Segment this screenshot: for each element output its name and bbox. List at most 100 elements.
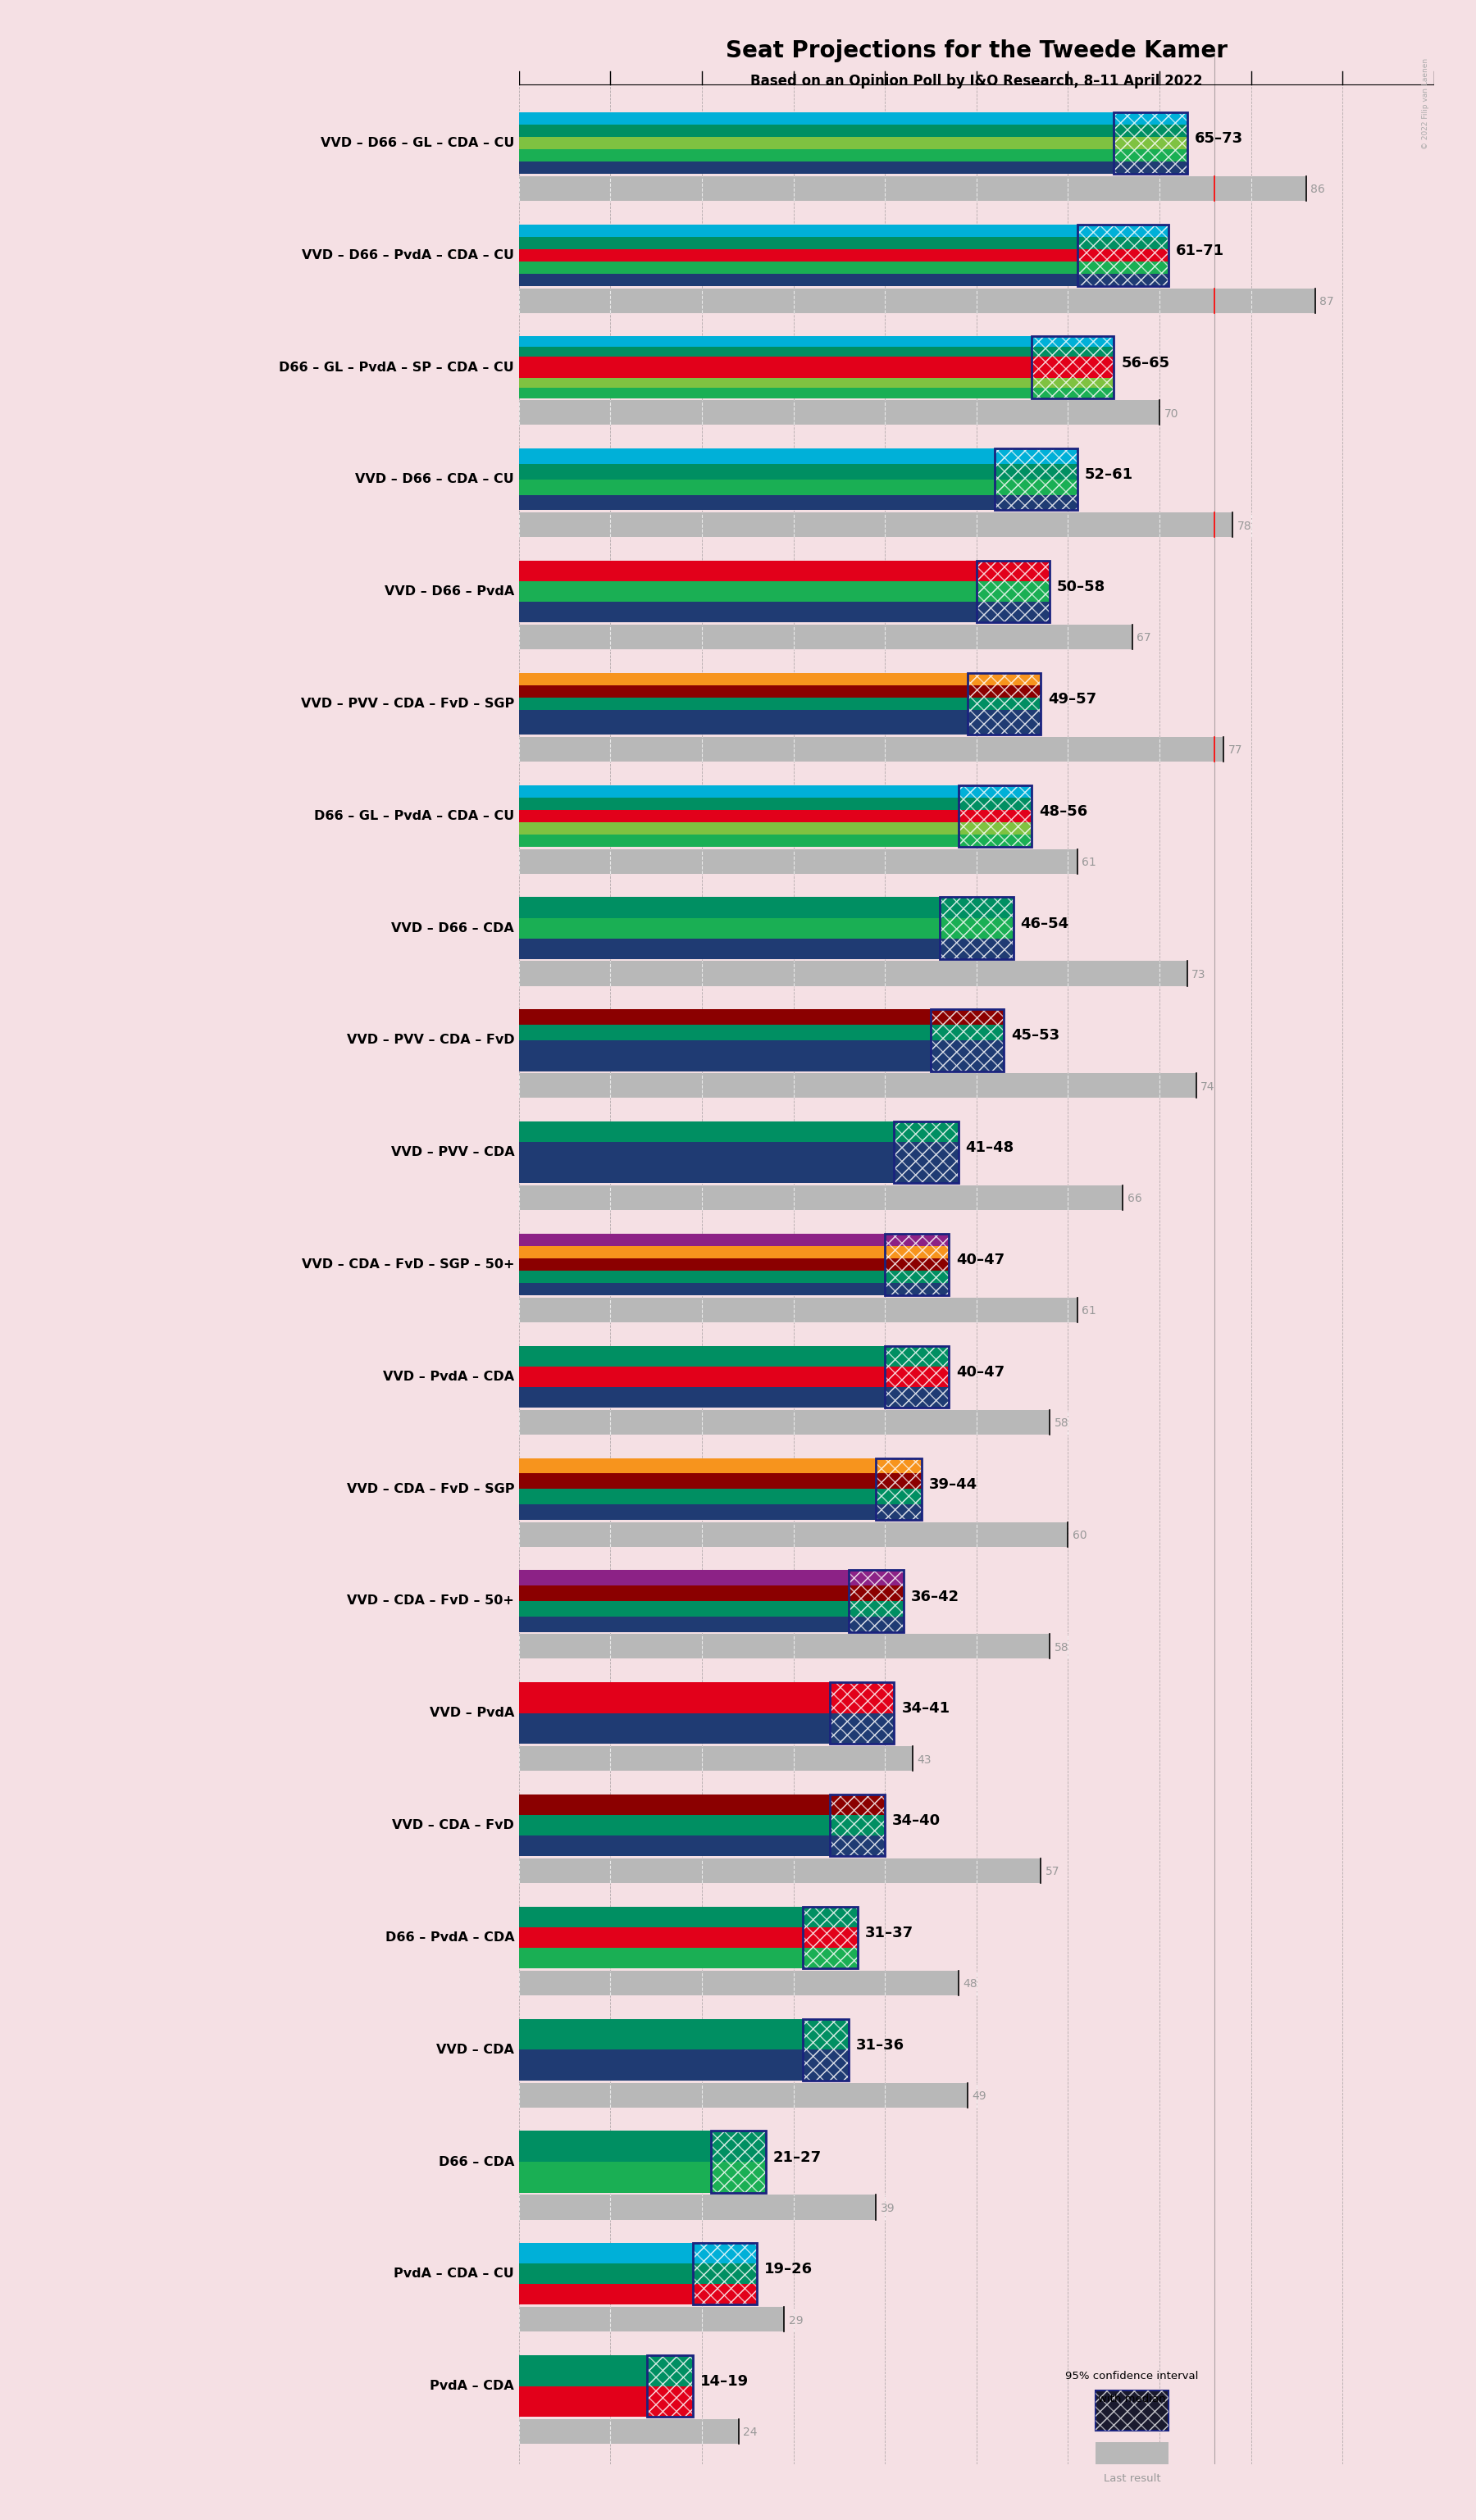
Text: 74: 74 [1201, 1081, 1215, 1094]
Bar [886, 1346, 949, 1409]
Bar [520, 2356, 692, 2386]
Text: 39–44: 39–44 [928, 1477, 977, 1492]
Bar [830, 1794, 886, 1857]
Bar [520, 1245, 949, 1257]
Bar [520, 249, 1169, 262]
Bar [520, 479, 1077, 494]
Text: 48: 48 [962, 1978, 977, 1991]
Bar [803, 2019, 849, 2082]
Bar [520, 224, 1169, 237]
Bar [1077, 224, 1169, 285]
Bar [967, 673, 1041, 736]
Text: 39: 39 [880, 2202, 894, 2215]
Bar [520, 464, 1077, 479]
Bar [520, 711, 1041, 723]
Bar [520, 1041, 1004, 1056]
Bar [520, 698, 1041, 711]
Bar [520, 2263, 757, 2283]
Bar [520, 287, 1315, 312]
Text: 50–58: 50–58 [1057, 580, 1106, 595]
Text: 31–37: 31–37 [865, 1925, 914, 1940]
Bar [931, 1011, 1004, 1071]
Bar [520, 625, 1132, 650]
Bar [520, 834, 1032, 847]
Bar [520, 673, 1041, 685]
Text: D66 – GL – PvdA – CDA – CU: D66 – GL – PvdA – CDA – CU [314, 809, 514, 822]
Text: 67: 67 [1137, 633, 1151, 645]
Bar [520, 1971, 958, 1996]
Text: VVD – D66 – GL – CDA – CU: VVD – D66 – GL – CDA – CU [320, 136, 514, 149]
Bar [520, 1074, 1196, 1099]
Text: Seat Projections for the Tweede Kamer: Seat Projections for the Tweede Kamer [726, 40, 1228, 63]
Bar [520, 2283, 757, 2306]
Bar [830, 1683, 894, 1744]
Bar [520, 723, 1041, 736]
Bar [520, 494, 1077, 509]
Text: 34–41: 34–41 [902, 1701, 951, 1716]
Bar [875, 1459, 921, 1520]
Text: 34–40: 34–40 [893, 1814, 940, 1827]
Text: 41–48: 41–48 [965, 1142, 1014, 1154]
Bar [830, 1683, 894, 1744]
Bar [849, 1570, 903, 1633]
Bar [886, 1235, 949, 1295]
Text: VVD – D66 – CDA: VVD – D66 – CDA [391, 922, 514, 935]
Bar [520, 1056, 1004, 1071]
Text: VVD – CDA – FvD – 50+: VVD – CDA – FvD – 50+ [347, 1595, 514, 1608]
Bar [830, 1683, 894, 1744]
Bar [520, 338, 1114, 348]
Bar [520, 1142, 958, 1162]
Bar [958, 786, 1032, 847]
Bar [1077, 224, 1169, 285]
Bar [520, 2306, 784, 2331]
Text: © 2022 Filip van Laenen: © 2022 Filip van Laenen [1423, 58, 1430, 149]
Bar [646, 2356, 692, 2417]
Text: 31–36: 31–36 [856, 2039, 905, 2051]
Bar [520, 1184, 1123, 1210]
Text: 40–47: 40–47 [956, 1252, 1005, 1268]
Bar [520, 602, 1049, 622]
Bar [1032, 338, 1114, 398]
Text: D66 – GL – PvdA – SP – CDA – CU: D66 – GL – PvdA – SP – CDA – CU [279, 360, 514, 373]
Bar [940, 897, 1013, 960]
Bar [520, 582, 1049, 602]
Bar [520, 2419, 738, 2444]
Bar [1095, 2391, 1169, 2432]
Text: 61: 61 [1082, 857, 1097, 869]
Bar [520, 897, 1013, 917]
Bar [520, 1633, 1049, 1658]
Text: 36–42: 36–42 [911, 1590, 959, 1603]
Bar [803, 2019, 849, 2082]
Bar [520, 2132, 766, 2162]
Bar [931, 1011, 1004, 1071]
Bar [1114, 111, 1187, 174]
Bar [520, 449, 1077, 464]
Text: VVD – CDA – FvD – SGP – 50+: VVD – CDA – FvD – SGP – 50+ [301, 1257, 514, 1270]
Bar [520, 123, 1187, 136]
Text: 60: 60 [1073, 1530, 1086, 1542]
Bar [520, 822, 1032, 834]
Text: 57: 57 [1045, 1867, 1060, 1877]
Bar [520, 1386, 949, 1409]
Bar [520, 348, 1114, 358]
Bar [692, 2243, 757, 2306]
Bar [977, 562, 1049, 622]
Text: 48–56: 48–56 [1039, 804, 1088, 819]
Bar [646, 2356, 692, 2417]
Bar [520, 849, 1077, 874]
Bar [1114, 111, 1187, 174]
Bar [977, 562, 1049, 622]
Bar [520, 1489, 921, 1504]
Bar [520, 1857, 1041, 1882]
Bar [692, 2243, 757, 2306]
Text: VVD – PVV – CDA – FvD – SGP: VVD – PVV – CDA – FvD – SGP [301, 698, 514, 711]
Bar [520, 1459, 921, 1474]
Text: 21–27: 21–27 [773, 2150, 822, 2165]
Text: PvdA – CDA: PvdA – CDA [430, 2379, 514, 2391]
Bar [711, 2132, 766, 2192]
Bar [520, 401, 1160, 426]
Text: 58: 58 [1054, 1643, 1069, 1653]
Bar [520, 796, 1032, 809]
Bar [1095, 2391, 1169, 2432]
Text: 56–65: 56–65 [1122, 355, 1169, 370]
